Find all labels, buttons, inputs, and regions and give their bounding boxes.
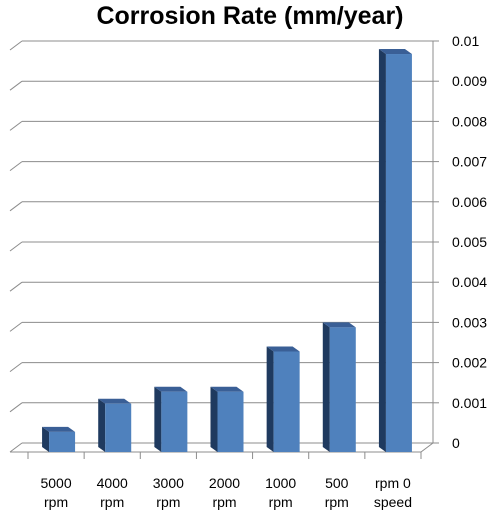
y-tick-label: 0.008 — [452, 113, 487, 129]
bar-front — [105, 403, 132, 452]
y-tick-label: 0.007 — [452, 154, 487, 170]
gridline-side — [9, 161, 23, 172]
gridline-side — [9, 321, 23, 332]
bar-side — [210, 386, 218, 452]
x-tick-label: 4000 rpm — [97, 475, 128, 510]
bar-front — [49, 431, 76, 452]
bar-top — [266, 346, 300, 352]
y-tick-label: 0.004 — [452, 274, 487, 290]
bar — [266, 346, 300, 452]
bar — [210, 386, 244, 452]
bar-side — [154, 386, 162, 452]
y-tick-label: 0.002 — [452, 355, 487, 371]
bar-front — [273, 351, 300, 452]
bar-side — [322, 322, 330, 452]
bar — [42, 426, 76, 452]
gridline-side — [9, 80, 23, 91]
y-tick-label: 0 — [452, 435, 460, 451]
y-tick-label: 0.009 — [452, 73, 487, 89]
x-tick-label: 5000 rpm — [40, 475, 71, 510]
bar-top — [42, 426, 76, 432]
bar-side — [42, 426, 50, 452]
floor-edge — [420, 442, 434, 453]
bar — [378, 49, 412, 453]
bar-front — [217, 391, 244, 452]
bar — [322, 322, 356, 452]
bar — [98, 398, 132, 452]
x-tick-label: 3000 rpm — [153, 475, 184, 510]
x-tick-labels: 5000 rpm 4000 rpm 3000 rpm 2000 rpm 1000 rpm 500 rp… — [40, 475, 412, 510]
bar-side — [378, 49, 386, 453]
gridline-side — [9, 40, 23, 51]
bars — [42, 49, 412, 453]
bar-front — [329, 327, 356, 452]
bar-top — [378, 49, 412, 55]
gridline-side — [9, 241, 23, 252]
bar-front — [161, 391, 188, 452]
bar-side — [266, 346, 274, 452]
x-tick-label: 2000 rpm — [209, 475, 240, 510]
x-tick-label: rpm 0 speed — [374, 475, 412, 510]
gridline-side — [9, 402, 23, 413]
y-tick-label: 0.01 — [452, 33, 479, 49]
gridline-side — [9, 362, 23, 373]
y-tick-label: 0.003 — [452, 314, 487, 330]
chart-title: Corrosion Rate (mm/year) — [96, 2, 404, 30]
bar-front — [385, 54, 412, 453]
y-tick-label: 0.001 — [452, 395, 487, 411]
y-tick-label: 0.005 — [452, 234, 487, 250]
bar-top — [322, 322, 356, 328]
bar-top — [154, 386, 188, 392]
gridline-side — [9, 121, 23, 131]
x-tick-label: 1000 rpm — [265, 475, 296, 510]
bar — [154, 386, 188, 452]
bar-top — [98, 398, 132, 404]
gridline-side — [9, 201, 23, 212]
y-tick-label: 0.006 — [452, 194, 487, 210]
gridline-side — [9, 281, 23, 292]
bar-top — [210, 386, 244, 392]
gridline-side — [9, 442, 23, 453]
x-tick-label: 500 rpm — [325, 475, 349, 510]
bar-side — [98, 398, 106, 452]
y-tick-labels: 0 0.001 0.002 0.003 0.004 0.005 0.006 0.007 0.00… — [452, 33, 487, 451]
